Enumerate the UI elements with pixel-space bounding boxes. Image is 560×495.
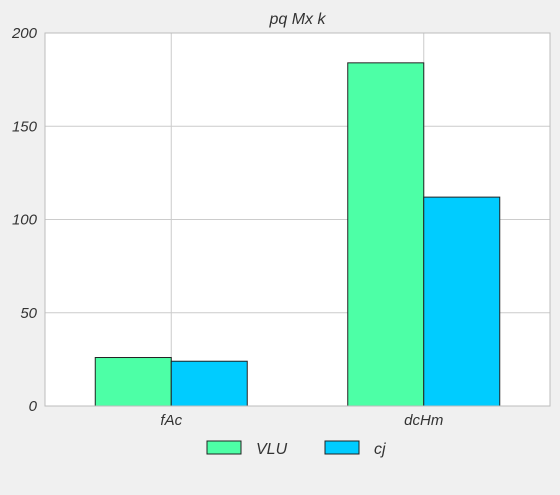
y-tick-label: 100 bbox=[12, 212, 38, 229]
y-axis-ticks: 0 50 100 150 200 bbox=[11, 25, 38, 415]
legend-item-cj: cj bbox=[324, 440, 386, 458]
y-tick-label: 150 bbox=[12, 118, 38, 135]
legend-item-VLU: VLU bbox=[206, 440, 288, 458]
bar-cj-fAc bbox=[170, 360, 248, 407]
y-tick-label: 0 bbox=[29, 398, 38, 415]
bar-cj-dcHm bbox=[423, 196, 501, 407]
bar-VLU-dcHm bbox=[347, 62, 425, 407]
chart-title: pq Mx k bbox=[268, 11, 326, 28]
legend-swatch bbox=[324, 440, 360, 455]
y-tick-label: 200 bbox=[11, 25, 38, 42]
bar-VLU-fAc bbox=[94, 357, 172, 407]
x-tick-label: fAc bbox=[160, 412, 182, 429]
legend: VLU cj bbox=[206, 440, 386, 458]
plot-frame bbox=[44, 32, 551, 407]
bars bbox=[94, 62, 501, 407]
legend-swatch bbox=[206, 440, 242, 455]
y-tick-label: 50 bbox=[20, 305, 37, 322]
legend-label: VLU bbox=[256, 441, 288, 458]
x-tick-label: dcHm bbox=[404, 412, 443, 429]
x-axis-ticks: fAc dcHm bbox=[160, 412, 443, 429]
legend-label: cj bbox=[374, 441, 386, 458]
